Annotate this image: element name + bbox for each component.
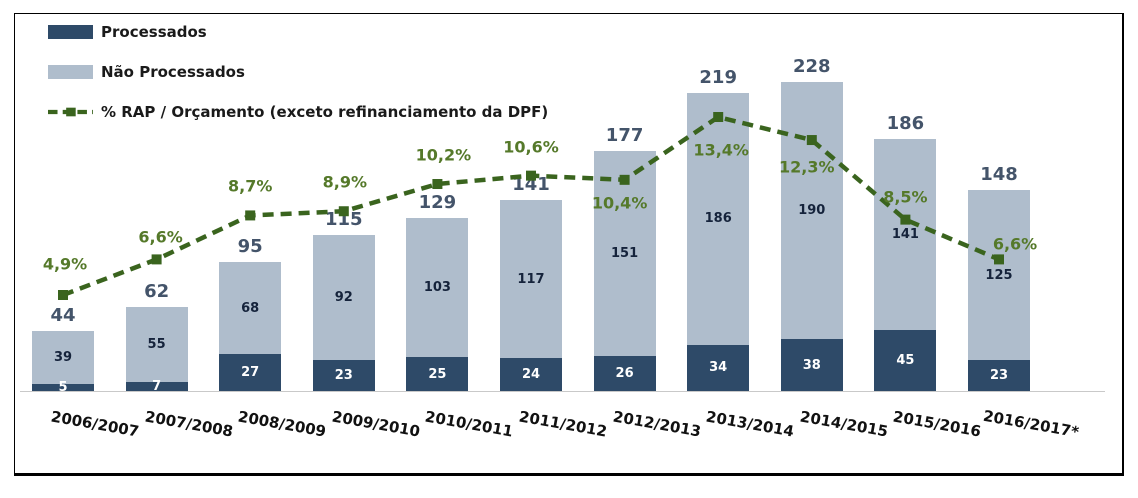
processados-value-label: 7 (152, 378, 162, 391)
segment-nao-processados-2015/2016: 141 (874, 138, 937, 331)
legend: Processados Não Processados % RAP / Orça… (48, 23, 549, 121)
rap-pct-label-2013/2014: 13,4% (693, 140, 749, 160)
segment-nao-processados-2012/2013: 151 (593, 151, 656, 356)
segment-processados-2012/2013: 26 (593, 355, 656, 391)
segment-nao-processados-2016/2017*: 125 (968, 190, 1030, 360)
processados-value-label: 45 (896, 353, 915, 368)
bar-2015/2016: 141 45 (874, 138, 937, 391)
segment-nao-processados-2013/2014: 186 (687, 92, 750, 345)
segment-processados-2010/2011: 25 (406, 357, 469, 391)
segment-processados-2006/2007: 5 (32, 380, 94, 391)
x-axis-line (20, 391, 1105, 392)
legend-item-nao-processados: Não Processados (48, 63, 548, 81)
nao-processados-value-label: 68 (241, 300, 260, 316)
rap-pct-label-2007/2008: 6,6% (138, 227, 183, 247)
nao-processados-value-label: 103 (423, 279, 451, 295)
processados-value-label: 38 (802, 357, 821, 373)
total-label-2008/2009: 95 (237, 236, 263, 258)
nao-processados-value-label: 141 (891, 226, 919, 242)
processados-value-label: 25 (428, 366, 447, 382)
processados-value-label: 26 (615, 365, 634, 381)
total-label-2014/2015: 228 (793, 56, 831, 78)
segment-processados-2016/2017*: 23 (968, 359, 1030, 391)
total-label-2006/2007: 44 (50, 305, 76, 327)
nao-processados-value-label: 151 (611, 245, 639, 261)
nao-processados-value-label: 117 (517, 271, 545, 287)
segment-nao-processados-2010/2011: 103 (406, 217, 469, 358)
total-label-2007/2008: 62 (144, 280, 170, 302)
total-label-2010/2011: 129 (418, 191, 457, 213)
segment-processados-2013/2014: 34 (687, 344, 750, 391)
bar-2011/2012: 117 24 (500, 199, 562, 391)
bar-2006/2007: 39 5 (32, 331, 94, 391)
legend-item-rap: % RAP / Orçamento (exceto refinanciament… (48, 103, 549, 121)
segment-nao-processados-2008/2009: 68 (219, 262, 282, 355)
processados-value-label: 34 (709, 360, 728, 376)
segment-nao-processados-2007/2008: 55 (125, 306, 188, 382)
rap-pct-label-2011/2012: 10,6% (503, 137, 559, 157)
rap-pct-label-2012/2013: 10,4% (591, 193, 648, 213)
nao-processados-swatch-icon (48, 65, 93, 79)
segment-processados-2014/2015: 38 (780, 339, 843, 391)
bar-2016/2017*: 125 23 (968, 190, 1030, 391)
legend-label-rap: % RAP / Orçamento (exceto refinanciament… (101, 103, 549, 121)
processados-value-label: 27 (241, 365, 260, 381)
nao-processados-value-label: 190 (798, 203, 826, 219)
nao-processados-value-label: 186 (704, 211, 732, 227)
segment-processados-2008/2009: 27 (219, 354, 282, 391)
bar-2013/2014: 186 34 (687, 92, 750, 391)
total-label-2015/2016: 186 (886, 112, 925, 134)
bar-2014/2015: 190 38 (780, 82, 843, 391)
legend-item-processados: Processados (48, 23, 548, 41)
segment-processados-2015/2016: 45 (874, 330, 937, 391)
legend-label-nao-processados: Não Processados (101, 63, 245, 81)
bar-2008/2009: 68 27 (219, 262, 282, 391)
bar-2010/2011: 103 25 (406, 217, 469, 391)
processados-value-label: 5 (58, 380, 68, 391)
segment-nao-processados-2011/2012: 117 (500, 199, 562, 359)
rap-pct-label-2010/2011: 10,2% (415, 145, 472, 165)
segment-processados-2011/2012: 24 (500, 358, 562, 391)
nao-processados-value-label: 55 (147, 336, 166, 352)
total-label-2011/2012: 141 (512, 173, 550, 195)
rap-dashed-line-swatch-icon (48, 107, 93, 117)
processados-value-label: 23 (334, 367, 353, 383)
nao-processados-value-label: 92 (334, 290, 353, 305)
processados-swatch-icon (48, 25, 93, 39)
segment-processados-2009/2010: 23 (312, 359, 375, 391)
bar-2007/2008: 55 7 (125, 306, 188, 391)
rap-pct-label-2008/2009: 8,7% (228, 176, 273, 196)
segment-nao-processados-2009/2010: 92 (312, 235, 375, 360)
nao-processados-value-label: 125 (985, 267, 1013, 283)
rap-pct-label-2009/2010: 8,9% (322, 172, 367, 192)
total-label-2012/2013: 177 (605, 125, 644, 147)
segment-nao-processados-2006/2007: 39 (32, 331, 94, 385)
bar-2012/2013: 151 26 (593, 151, 656, 391)
processados-value-label: 23 (989, 367, 1009, 383)
nao-processados-value-label: 39 (53, 350, 73, 366)
rap-pct-label-2016/2017*: 6,6% (992, 234, 1038, 254)
legend-label-processados: Processados (101, 23, 207, 41)
segment-nao-processados-2014/2015: 190 (780, 82, 843, 340)
total-label-2009/2010: 115 (325, 209, 363, 231)
segment-processados-2007/2008: 7 (125, 378, 188, 391)
processados-value-label: 24 (521, 367, 541, 383)
total-label-2016/2017*: 148 (980, 164, 1018, 186)
rap-pct-label-2014/2015: 12,3% (779, 157, 835, 177)
rap-pct-label-2015/2016: 8,5% (883, 187, 928, 207)
rap-pct-label-2006/2007: 4,9% (42, 254, 88, 274)
total-label-2013/2014: 219 (699, 66, 737, 88)
bar-2009/2010: 92 23 (312, 235, 375, 391)
